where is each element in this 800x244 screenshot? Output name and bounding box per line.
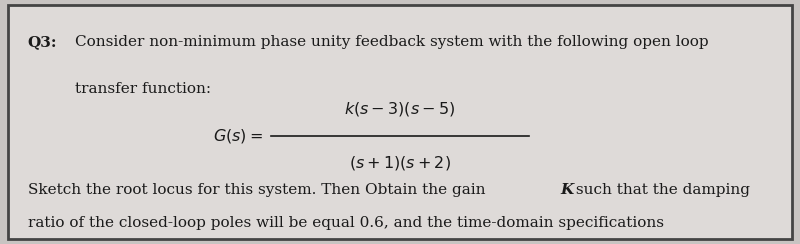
FancyBboxPatch shape <box>8 5 792 239</box>
Text: $(s+1)(s+2)$: $(s+1)(s+2)$ <box>349 154 451 172</box>
Text: transfer function:: transfer function: <box>74 82 210 96</box>
Text: ratio of the closed-loop poles will be equal 0.6, and the time-domain specificat: ratio of the closed-loop poles will be e… <box>27 216 664 230</box>
Text: Sketch the root locus for this system. Then Obtain the gain: Sketch the root locus for this system. T… <box>27 183 490 197</box>
Text: K: K <box>560 183 573 197</box>
Text: Q3:: Q3: <box>27 35 57 49</box>
Text: $G(s) =$: $G(s) =$ <box>213 127 262 145</box>
Text: Consider non-minimum phase unity feedback system with the following open loop: Consider non-minimum phase unity feedbac… <box>74 35 708 49</box>
Text: such that the damping: such that the damping <box>571 183 750 197</box>
Text: $k(s-3)(s-5)$: $k(s-3)(s-5)$ <box>345 100 455 118</box>
